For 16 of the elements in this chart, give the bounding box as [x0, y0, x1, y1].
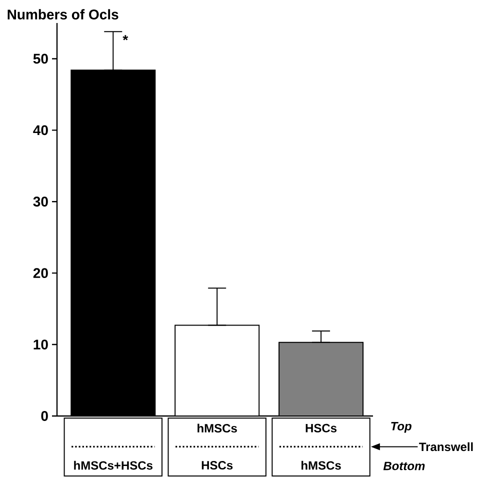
y-tick-label: 10 — [34, 340, 48, 350]
y-tick-label: 40 — [33, 125, 48, 136]
y-tick-label: 0 — [41, 411, 48, 421]
y-tick-label: 50 — [33, 54, 48, 64]
text: HSCs — [306, 424, 337, 432]
x-tick-label: hMSCs+HSCs — [74, 460, 152, 470]
text: Top — [391, 422, 412, 433]
text: hMSCs — [198, 424, 237, 433]
y-tick-label: 20 — [33, 268, 48, 278]
x-tick-label: hMSCs — [302, 460, 341, 470]
y-axis-title: Numbers of Ocls — [8, 9, 118, 20]
y-tick-label: 30 — [33, 196, 48, 207]
x-tick-label: HSCs — [202, 461, 233, 470]
text: Transwell — [419, 442, 473, 452]
text: Bottom — [383, 462, 425, 470]
annotation: * — [122, 35, 128, 40]
